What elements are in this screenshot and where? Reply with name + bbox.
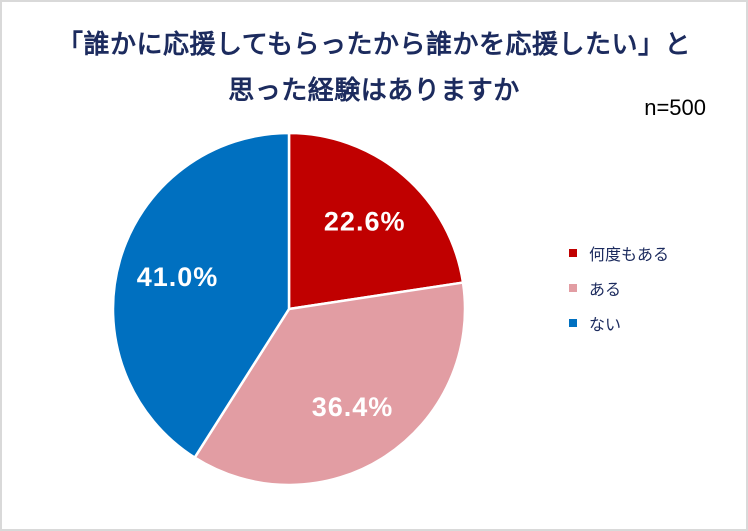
chart-legend: 何度もある ある ない [569,242,669,347]
chart-title-line-2: 思った経験はありますか [228,75,520,105]
chart-title: 「誰かに応援してもらったから誰かを応援したい」と 思った経験はありますか [2,2,746,113]
pie-slice [193,281,467,487]
pie-slice [111,131,291,459]
legend-item: 何度もある [569,242,669,264]
legend-swatch-icon [569,319,577,327]
sample-size-label: n=500 [644,95,706,120]
legend-label: 何度もある [589,247,670,264]
legend-swatch-icon [569,249,577,257]
chart-title-line-1: 「誰かに応援してもらったから誰かを応援したい」と [57,29,691,59]
legend-label: ない [589,317,622,334]
slice-value-label: 22.6% [324,206,406,236]
legend-item: ない [569,312,669,334]
slice-value-label: 36.4% [312,392,394,422]
pie-slice [287,131,465,311]
legend-swatch-icon [569,284,577,292]
legend-item: ある [569,277,669,299]
legend-label: ある [589,282,622,299]
slice-value-label: 41.0% [137,262,219,292]
